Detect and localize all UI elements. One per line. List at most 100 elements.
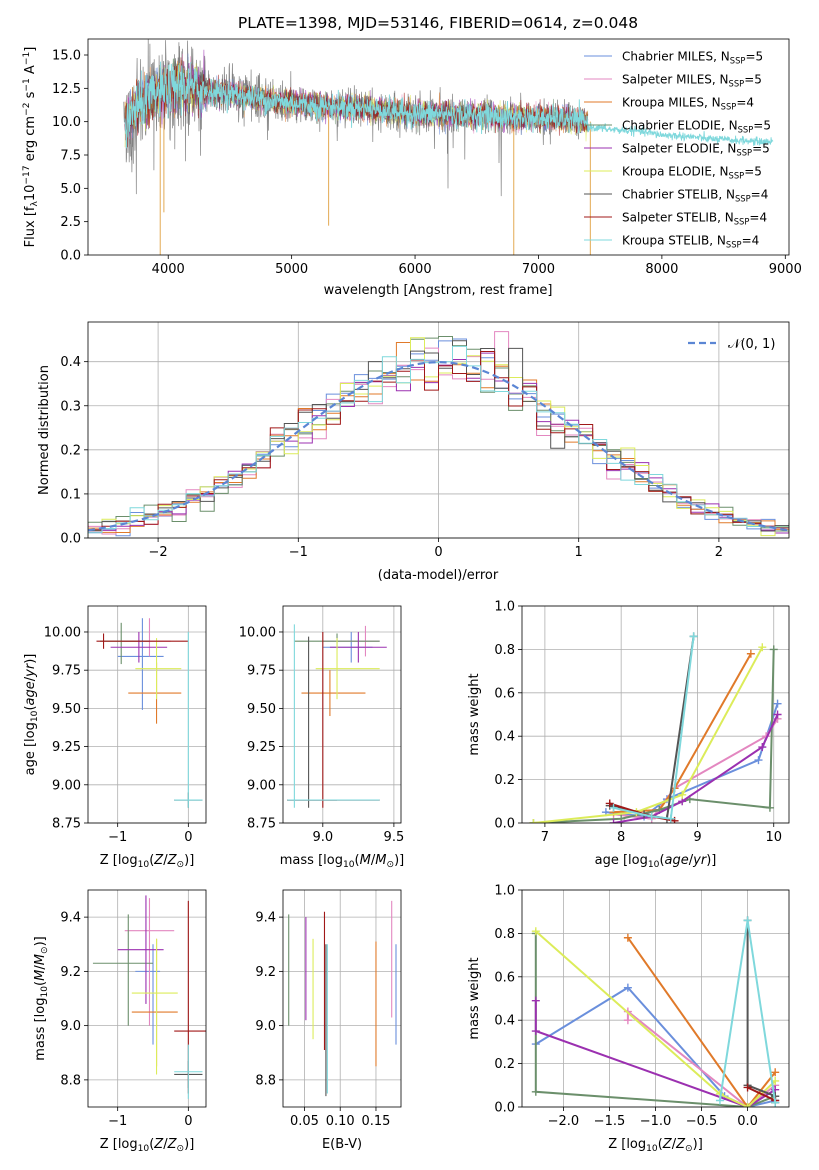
weight-line [626,1009,776,1107]
y-tick-label: 9.25 [247,740,276,755]
axes-frame [87,321,790,539]
weight-marker [647,812,656,821]
panel-age-vs-Z: −1 0 8.75 9.00 9.25 9.50 9.75 10.00 [44,605,207,845]
x-tick-label: −1.0 [640,1114,672,1129]
text-part: λ [30,201,40,207]
weight-marker [666,814,675,823]
text-part: =5 [744,165,762,179]
y-tick-label: 1.0 [494,884,515,899]
y-tick-label: 9.75 [247,664,276,679]
text-part: =4 [751,188,769,202]
x-tick-label: −2.0 [548,1114,580,1129]
text-part: SSP [736,148,752,158]
weight-marker [529,819,538,823]
x-tick-label: 6000 [399,262,432,277]
text-part: 10 [646,1144,658,1154]
axes-frame [521,605,790,824]
text-part: / [23,676,38,681]
text-part: ( [23,705,38,710]
text-part: ( [33,981,48,986]
weight-marker [623,933,632,942]
text-part: M [33,954,48,965]
text-part: SSP [721,102,737,112]
panel-weight-vs-Z: −2.0 −1.5 −1.0 −0.5 0.0 0.0 0.2 0.4 0.6 0.8 1.0 [494,884,790,1129]
text-part: ⊙ [177,1144,185,1154]
x-axis-label: Z [log10​(Z/Z⊙​)] [100,1137,195,1154]
x-tick-label: 9.5 [384,830,405,845]
text-part: Z [662,1137,673,1152]
text-part: ⊙ [386,860,394,870]
text-part: 10 [343,860,355,870]
text-part: M [360,853,371,868]
y-tick-label: 7.5 [60,149,81,164]
plot-area [529,632,782,823]
x-tick-label: 9000 [769,262,802,277]
text-part: =4 [749,211,767,225]
weight-line [747,1086,776,1102]
text-part: / [163,1137,168,1152]
x-tick-label: 9 [693,830,701,845]
text-part: / [33,965,48,970]
plot-area [287,624,387,808]
x-tick-label: 5000 [275,262,308,277]
text-part: =5 [753,119,771,133]
legend-label: 𝒩(0, 1) [728,337,775,352]
legend-label: Kroupa STELIB, NSSP​=4 [622,234,759,250]
weight-marker [531,927,540,936]
panel-residuals: −2 −1 0 1 2 0.0 0.1 0.2 0.3 0.4 𝒩(0, 1) [60,321,790,560]
y-tick-label: 15.0 [52,49,81,64]
y-tick-label: 2.5 [60,215,81,230]
text-part: Chabrier STELIB, N [622,188,735,202]
weight-marker [623,983,632,992]
y-tick-label: 0.4 [494,1014,515,1029]
model-spectrum [124,61,774,149]
weight-line [609,636,695,820]
y-axis-label: mass [log10​(M/M⊙​)] [33,936,50,1060]
y-tick-label: 1.0 [494,600,515,615]
text-part: A [23,65,38,78]
x-tick-label: 7000 [522,262,555,277]
chart-title: PLATE=1398, MJD=53146, FIBERID=0614, z=0… [238,14,638,32]
axes-frame [87,889,207,1108]
axes-frame [87,605,207,824]
legend-label: Chabrier ELODIE, NSSP​=5 [622,119,771,135]
y-tick-label: 0.6 [494,970,515,985]
y-tick-label: 10.00 [239,625,276,640]
text-part: SSP [730,56,746,66]
text-part: Z [167,1137,178,1152]
text-part: ( [149,853,154,868]
weight-marker [609,819,618,823]
y-tick-label: 0.4 [494,730,515,745]
legend-label: Salpeter STELIB, NSSP​=4 [622,211,767,227]
text-part: )] [184,1137,194,1152]
axes-frame [521,889,790,1108]
text-part: M [33,970,48,981]
y-tick-label: 0.8 [494,643,515,658]
text-part: Z [167,853,178,868]
x-tick-label: 0 [434,545,442,560]
y-tick-label: 0.0 [494,1101,515,1116]
text-part: Kroupa STELIB, N [622,234,726,248]
x-tick-label: −1 [108,1114,127,1129]
weight-marker [773,710,782,719]
text-part: Kroupa MILES, N [622,96,721,110]
y-tick-label: 0.0 [60,249,81,264]
text-part: Chabrier MILES, N [622,50,730,64]
weight-marker [678,790,687,799]
text-part: mass [log [33,998,48,1061]
text-part: erg cm [23,116,38,165]
weight-line [627,937,776,1107]
weight-marker [743,1083,752,1092]
weight-marker [771,1098,780,1107]
text-part: ⊙ [40,946,50,954]
weight-line [534,1000,776,1107]
y-tick-label: 10.00 [44,625,81,640]
text-part: / [672,1137,677,1152]
y-tick-label: 0.2 [60,443,81,458]
text-part: 10 [30,710,40,722]
weight-marker [746,649,755,658]
x-tick-label: −1 [289,545,308,560]
weight-marker [605,799,614,808]
weight-marker [758,743,767,752]
